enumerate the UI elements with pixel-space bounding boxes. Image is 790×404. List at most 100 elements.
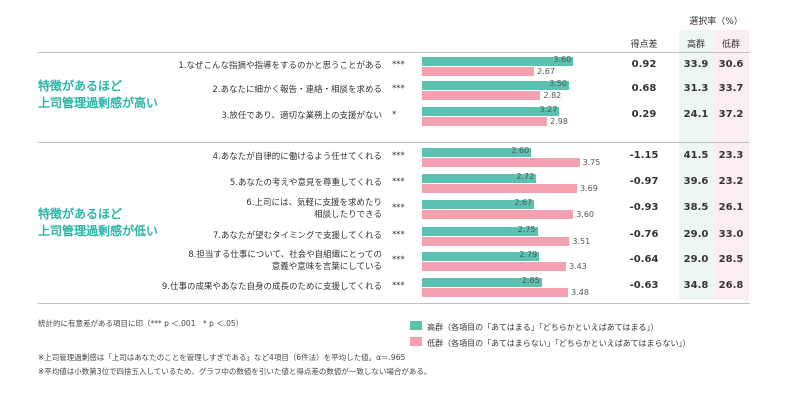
low-rate: 26.1	[718, 202, 744, 213]
significance-note: 統計的に有意差がある項目に印（*** p ＜.001 * p ＜.05）	[38, 319, 244, 328]
item-label: 4.あなたが自律的に働けるよう任せてくれる	[62, 151, 382, 163]
high-rate: 31.3	[683, 83, 709, 94]
bar-high-value: 2.75	[517, 225, 536, 234]
low-rate: 37.2	[718, 109, 744, 120]
group-label-low: 特徴があるほど 上司管理過剰感が低い	[38, 207, 159, 238]
high-rate: 29.0	[683, 229, 709, 240]
bar-low-value: 3.75	[582, 158, 601, 167]
low-column-background	[713, 30, 749, 300]
bar-low	[422, 117, 548, 126]
bar-low-value: 2.82	[543, 91, 562, 100]
item-label-line2: 意義や意味を言葉にしている	[271, 262, 382, 272]
item-label-line1: 9.仕事の成果やあなた自身の成長のために支援してくれる	[161, 282, 382, 292]
low-rate: 28.5	[718, 254, 744, 265]
high-rate: 34.8	[683, 280, 709, 291]
diff-column-header: 得点差	[630, 40, 658, 50]
score-diff: 0.92	[631, 59, 657, 70]
score-diff: -0.63	[629, 280, 659, 291]
bar-high	[422, 148, 532, 157]
high-rate: 41.5	[683, 150, 709, 161]
bar-high-value: 2.79	[519, 250, 538, 259]
bar-low	[422, 184, 577, 193]
bar-low-value: 3.51	[572, 237, 591, 246]
legend-low-swatch	[410, 337, 422, 346]
item-label: 7.あなたが望むタイミングで支援してくれる	[62, 230, 382, 242]
significance-mark: ***	[392, 60, 405, 70]
bar-high	[422, 57, 574, 66]
bar-low-value: 3.60	[576, 210, 594, 219]
group-divider	[38, 142, 750, 143]
significance-mark: ***	[392, 230, 405, 240]
high-rate: 33.9	[683, 59, 709, 70]
item-label-line1: 8.担当する仕事について、社会や自組織にとっての	[188, 250, 382, 260]
item-label-line1: 5.あなたの考えや意見を尊重してくれる	[229, 178, 382, 188]
significance-mark: ***	[392, 177, 405, 187]
bar-high-value: 3.27	[539, 105, 558, 114]
score-diff: -0.93	[629, 202, 659, 213]
bar-high	[422, 278, 542, 287]
low-rate: 23.3	[718, 150, 744, 161]
bar-low-value: 2.67	[537, 67, 555, 76]
significance-mark: ***	[392, 84, 405, 94]
item-label: 1.なぜこんな指摘や指導をするのかと思うことがある	[62, 60, 382, 72]
high-rate: 24.1	[683, 109, 709, 120]
item-label-line1: 1.なぜこんな指摘や指導をするのかと思うことがある	[178, 61, 382, 71]
high-column-background	[679, 30, 713, 300]
bar-low	[422, 262, 567, 271]
item-label-line1: 7.あなたが望むタイミングで支援してくれる	[212, 231, 382, 241]
bar-low	[422, 158, 580, 167]
bar-high-value: 3.60	[553, 55, 572, 64]
significance-mark: ***	[392, 255, 405, 265]
score-diff: -0.76	[629, 229, 659, 240]
item-label: 3.放任であり、適切な業務上の支援がない	[62, 110, 382, 122]
score-diff: -0.97	[629, 176, 659, 187]
low-rate: 23.2	[718, 176, 744, 187]
bar-low	[422, 288, 569, 297]
bar-low	[422, 210, 574, 219]
selection-rate-header: 選択率（%）	[689, 17, 743, 27]
item-label: 5.あなたの考えや意見を尊重してくれる	[62, 177, 382, 189]
bar-high-value: 3.50	[549, 79, 567, 88]
item-label-line1: 3.放任であり、適切な業務上の支援がない	[221, 111, 382, 121]
low-rate: 26.8	[718, 280, 744, 291]
low-column-header: 低群	[721, 40, 740, 50]
significance-mark: *	[392, 110, 397, 120]
bar-high	[422, 227, 538, 236]
bar-high	[422, 81, 569, 90]
low-rate: 33.7	[718, 83, 744, 94]
top-divider	[38, 52, 750, 53]
score-diff: 0.68	[631, 83, 657, 94]
item-label-line1: 4.あなたが自律的に働けるよう任せてくれる	[212, 152, 382, 162]
bar-high	[422, 174, 537, 183]
bar-low-value: 3.69	[579, 184, 598, 193]
item-label: 6.上司には、気軽に支援を求めたり相談したりできる	[62, 197, 382, 221]
item-label-line1: 2.あなたに細かく報告・連絡・相談を求める	[212, 85, 382, 95]
bar-low-value: 2.98	[550, 117, 568, 126]
high-rate: 38.5	[683, 202, 709, 213]
score-diff: -1.15	[629, 150, 659, 161]
group-label-high: 特徴があるほど 上司管理過剰感が高い	[38, 79, 159, 110]
high-rate: 39.6	[683, 176, 709, 187]
item-label: 9.仕事の成果やあなた自身の成長のために支援してくれる	[62, 281, 382, 293]
significance-mark: ***	[392, 203, 405, 213]
item-label-line1: 6.上司には、気軽に支援を求めたり	[246, 198, 382, 208]
bar-high	[422, 107, 560, 116]
bar-high	[422, 200, 535, 209]
bottom-divider	[38, 303, 750, 304]
item-label: 2.あなたに細かく報告・連絡・相談を求める	[62, 84, 382, 96]
significance-mark: ***	[392, 281, 405, 291]
footnote-2: ※平均値は小数第3位で四捨五入しているため、グラフ中の数値を引いた値と得点差の数…	[38, 367, 432, 376]
item-label-line2: 相談したりできる	[314, 210, 382, 220]
bar-high-value: 2.85	[521, 276, 540, 285]
bar-high-value: 2.72	[516, 172, 535, 181]
bar-low-value: 3.48	[571, 288, 589, 297]
legend-low-label: 低群（各項目の「あてはまらない」「どちらかといえばあてはまらない」）	[427, 339, 691, 348]
low-rate: 30.6	[718, 59, 744, 70]
low-rate: 33.0	[718, 229, 744, 240]
legend-high: 高群（各項目の「あてはまる」「どちらかといえばあてはまる」）	[410, 315, 658, 334]
item-label: 8.担当する仕事について、社会や自組織にとっての意義や意味を言葉にしている	[62, 249, 382, 273]
bar-high-value: 2.67	[514, 198, 533, 207]
bar-high	[422, 252, 540, 261]
legend-low: 低群（各項目の「あてはまらない」「どちらかといえばあてはまらない」）	[410, 331, 690, 350]
bar-low	[422, 67, 535, 76]
